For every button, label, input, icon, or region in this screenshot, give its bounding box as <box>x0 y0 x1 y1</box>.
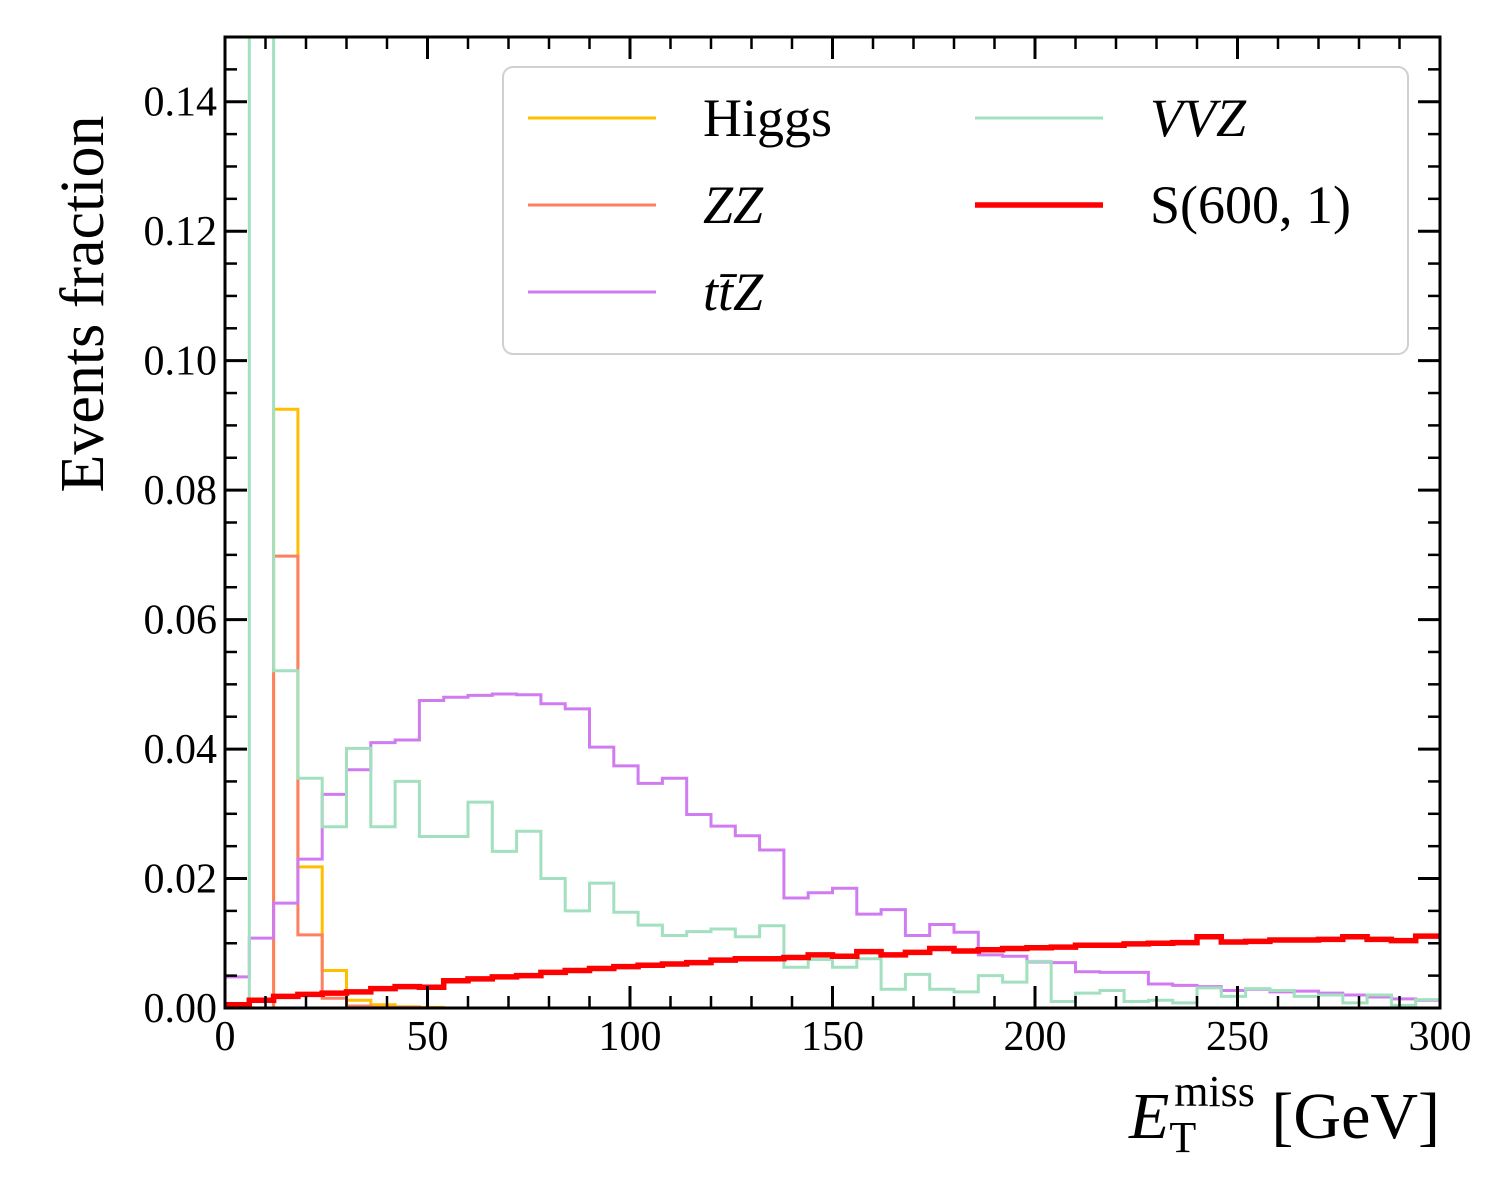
y-tick-label: 0.14 <box>144 80 218 126</box>
legend-label: Higgs <box>703 88 832 148</box>
y-tick-label: 0.10 <box>144 339 218 385</box>
x-label-sub: T <box>1169 1113 1196 1162</box>
tick-labels: 0 50 100 150 200 250 300 0.00 0.02 0.04 0.06 0.08 0.… <box>144 80 1472 1060</box>
y-tick-label: 0.04 <box>144 727 218 773</box>
x-tick-label: 50 <box>407 1014 449 1060</box>
series-line-higgs <box>225 407 1440 1008</box>
legend-box <box>502 66 1409 355</box>
x-label-sup: miss <box>1174 1067 1255 1116</box>
series-line-s-600-1- <box>225 933 1440 1008</box>
y-tick-label: 0.08 <box>144 468 218 514</box>
series-line-tt-z <box>225 692 1440 1008</box>
x-label-unit: [GeV] <box>1255 1080 1440 1153</box>
y-tick-label: 0.00 <box>144 986 218 1032</box>
x-tick-label: 200 <box>1004 1014 1067 1060</box>
x-tick-label: 150 <box>801 1014 864 1060</box>
x-label-main: E <box>1128 1080 1169 1153</box>
legend-entries: Higgs VVZ ZZ S(600, 1) tt̄Z <box>528 88 1351 322</box>
x-axis-label: ETmiss [GeV] <box>1128 1067 1440 1162</box>
y-tick-label: 0.06 <box>144 598 218 644</box>
legend-label: ZZ <box>703 175 764 235</box>
y-tick-label: 0.02 <box>144 857 218 903</box>
x-tick-label: 250 <box>1206 1014 1269 1060</box>
series-line-zz <box>225 554 1440 1008</box>
legend-label: S(600, 1) <box>1150 175 1351 235</box>
y-tick-label: 0.12 <box>144 209 218 255</box>
x-tick-label: 300 <box>1409 1014 1472 1060</box>
legend-label: VVZ <box>1150 88 1247 148</box>
x-tick-label: 0 <box>215 1014 236 1060</box>
legend: Higgs VVZ ZZ S(600, 1) tt̄Z <box>502 66 1409 355</box>
y-axis-label: Events fraction <box>49 116 117 493</box>
x-tick-label: 100 <box>599 1014 662 1060</box>
legend-label: tt̄Z <box>703 262 764 322</box>
plot-frame <box>223 35 1442 1010</box>
